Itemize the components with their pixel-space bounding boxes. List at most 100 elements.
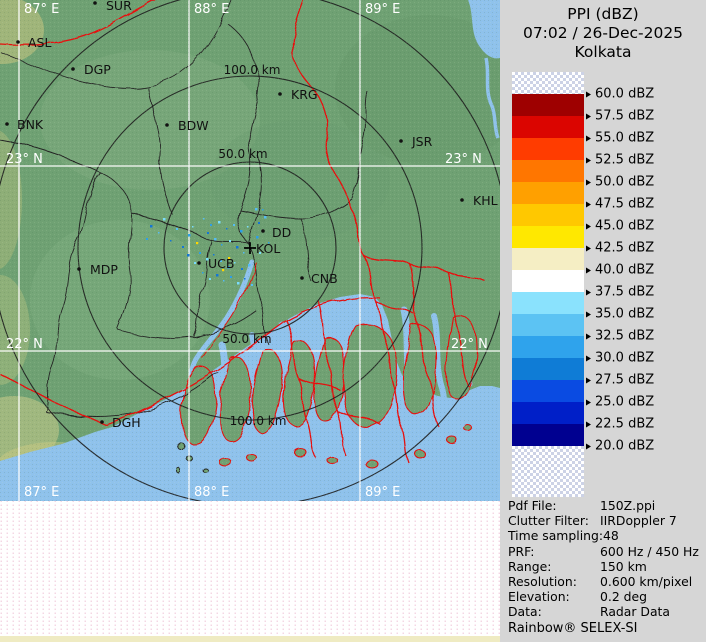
- legend-nodata-swatch: [512, 72, 584, 94]
- echo-pixel: [268, 242, 270, 244]
- echo-pixel: [210, 224, 212, 226]
- city-marker-dot: [77, 267, 81, 271]
- range-ring-label: 100.0 km: [230, 414, 287, 428]
- echo-pixel: [146, 238, 148, 240]
- echo-pixel: [241, 268, 243, 270]
- legend-panel: PPI (dBZ) 07:02 / 26-Dec-2025 Kolkata 60…: [500, 0, 706, 642]
- echo-pixel: [202, 272, 204, 274]
- info-label: Time sampling:: [508, 528, 604, 544]
- echo-pixel: [209, 278, 211, 280]
- meridian-label: 87° E: [24, 2, 59, 17]
- echo-pixel: [176, 228, 178, 230]
- echo-pixel: [247, 226, 249, 228]
- legend-label: 60.0 dBZ: [586, 87, 654, 102]
- range-ring-label: 50.0 km: [222, 332, 271, 346]
- echo-pixel: [230, 276, 232, 278]
- meridian-label: 88° E: [194, 2, 229, 17]
- parallel-label: 23° N: [6, 152, 43, 167]
- echo-pixel: [256, 236, 259, 239]
- city-label: JSR: [411, 134, 433, 149]
- range-ring-label: 50.0 km: [218, 147, 267, 161]
- map-labels: 87° E 87° E 88° E 88° E 89° E 89° E 23° N 23° N…: [5, 0, 498, 500]
- legend-label: 52.5 dBZ: [586, 153, 654, 168]
- legend-label: 45.0 dBZ: [586, 219, 654, 234]
- city-label: DGP: [84, 62, 111, 77]
- echo-pixel-yellow: [196, 242, 199, 245]
- city-label: DGH: [112, 415, 141, 430]
- city-marker-dot: [16, 40, 20, 44]
- info-value: IIRDoppler 7: [600, 513, 677, 529]
- info-label: Resolution:: [508, 574, 577, 590]
- city-marker-dot: [261, 229, 265, 233]
- echo-pixel: [182, 246, 184, 248]
- echo-pixel: [233, 224, 235, 226]
- legend-label: 37.5 dBZ: [586, 285, 654, 300]
- echo-pixel-yellow: [228, 257, 231, 260]
- echo-pixel: [192, 226, 194, 228]
- echo-pixel: [244, 278, 246, 280]
- city-marker-dot: [5, 122, 9, 126]
- info-value: 0.2 deg: [600, 589, 647, 605]
- echo-pixel: [221, 244, 223, 246]
- city-label: BNK: [17, 117, 44, 132]
- echo-pixel: [237, 282, 240, 285]
- legend-label: 30.0 dBZ: [586, 351, 654, 366]
- echo-pixel: [199, 252, 201, 254]
- echo-pixel: [216, 274, 219, 277]
- below-map-area: [0, 501, 500, 642]
- legend-color-band: [512, 402, 584, 424]
- echo-pixel: [258, 222, 260, 224]
- software-credit: Rainbow® SELEX-SI: [508, 621, 638, 636]
- meridian-label: 89° E: [365, 2, 400, 17]
- echo-pixel: [163, 218, 166, 221]
- echo-pixel: [206, 258, 209, 261]
- legend-label: 32.5 dBZ: [586, 329, 654, 344]
- legend-color-band: [512, 314, 584, 336]
- echo-pixel-yellow: [222, 269, 225, 272]
- echo-pixel: [234, 262, 236, 264]
- echo-pixel: [259, 252, 261, 254]
- echo-pixel: [227, 266, 230, 269]
- station-name: Kolkata: [574, 43, 632, 61]
- city-label: DD: [272, 225, 291, 240]
- city-marker-dot: [93, 1, 97, 5]
- radar-map-svg: 87° E 87° E 88° E 88° E 89° E 89° E 23° N 23° N…: [0, 0, 500, 642]
- echo-pixel: [194, 262, 196, 264]
- echo-pixel: [243, 252, 245, 254]
- legend-color-band: [512, 424, 584, 446]
- info-label: Data:: [508, 604, 542, 620]
- legend-label: 50.0 dBZ: [586, 175, 654, 190]
- echo-pixel: [248, 264, 251, 267]
- range-ring-label: 100.0 km: [224, 63, 281, 77]
- echo-pixel: [229, 240, 231, 242]
- echo-pixel: [251, 284, 253, 286]
- city-marker-dot: [399, 139, 403, 143]
- legend-color-band: [512, 116, 584, 138]
- legend-nodata-swatch: [512, 446, 584, 497]
- echo-pixel: [158, 232, 160, 234]
- legend-color-band: [512, 270, 584, 292]
- info-label: Elevation:: [508, 589, 570, 605]
- echo-pixel: [213, 254, 215, 256]
- legend-label: 22.5 dBZ: [586, 417, 654, 432]
- radar-echo-pixels: [146, 208, 270, 286]
- echo-pixel: [203, 218, 205, 220]
- legend-label: 55.0 dBZ: [586, 131, 654, 146]
- info-row: Pdf File: 150Z.ppi: [508, 498, 704, 513]
- legend-label: 35.0 dBZ: [586, 307, 654, 322]
- scan-info-block: Pdf File: 150Z.ppi Clutter Filter: IIRDoppl…: [508, 498, 704, 620]
- echo-pixel: [255, 208, 258, 211]
- city-label: ASL: [28, 35, 51, 50]
- echo-pixel: [187, 254, 190, 257]
- city-label: KRG: [291, 87, 318, 102]
- legend-label: 42.5 dBZ: [586, 241, 654, 256]
- legend-label: 25.0 dBZ: [586, 395, 654, 410]
- legend-label: 57.5 dBZ: [586, 109, 654, 124]
- legend-color-band: [512, 160, 584, 182]
- info-row: PRF: 600 Hz / 450 Hz: [508, 544, 704, 559]
- legend-color-band: [512, 358, 584, 380]
- echo-pixel: [214, 238, 217, 241]
- city-label: UCB: [208, 256, 234, 271]
- legend-color-band: [512, 380, 584, 402]
- info-label: PRF:: [508, 543, 535, 559]
